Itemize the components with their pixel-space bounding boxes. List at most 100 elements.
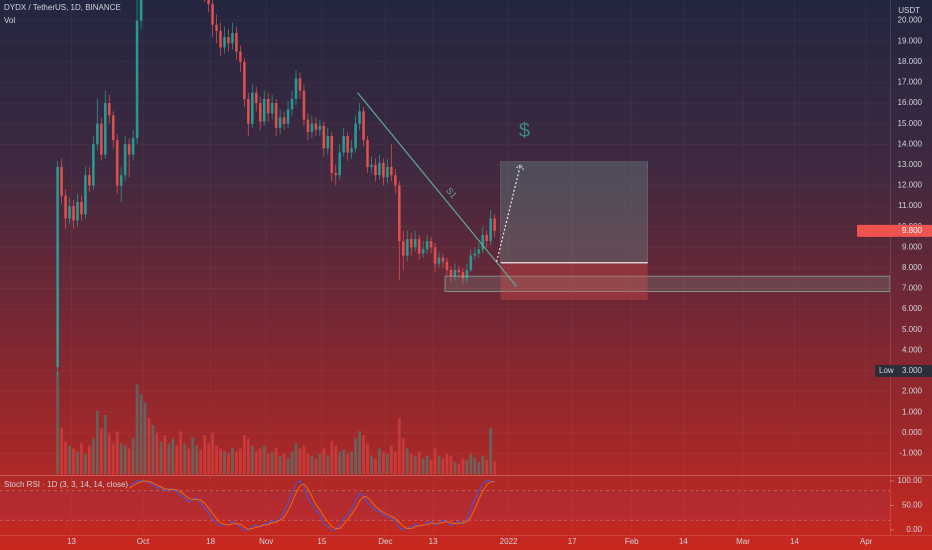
candle-body [326,136,330,149]
grid [0,0,890,535]
volume-bar [159,441,163,474]
volume-bar [469,453,473,474]
volume-bar [393,451,397,474]
candle-body [358,111,361,124]
position-target [500,161,648,264]
volume-bar [250,445,254,474]
y-tick-label: 2.000 [902,387,923,396]
y-tick-label: 14.000 [898,139,923,148]
candle-body [278,117,282,128]
volume-bar [290,451,294,474]
volume-bar [334,445,338,474]
volume-bar [64,441,67,474]
candle-body [445,261,449,270]
candle-body [231,32,234,44]
candle-body [302,90,306,120]
candle-body [262,98,266,122]
y-tick-label: 7.000 [902,284,923,293]
volume-bar [95,410,99,474]
y-tick-label: 12.000 [898,181,923,190]
x-tick-label: 2022 [500,537,518,546]
y-tick-label: 6.000 [902,304,923,313]
volume-bar [223,451,226,474]
volume-bar [366,443,369,474]
volume-bar [103,414,107,474]
x-tick-label: 14 [790,537,799,546]
candle-body [243,61,246,99]
candle-body [394,175,397,186]
candle-body [135,20,139,139]
volume-bar [429,459,433,474]
candle-body [485,234,489,242]
volume-bar [235,451,238,474]
volume-bar [453,461,457,474]
x-tick-label: Mar [736,537,750,546]
arrow-head [516,164,524,171]
volume-bar [350,451,354,474]
candle-body [207,0,210,5]
arrow [496,164,522,262]
candle-body [235,32,238,52]
candle-body [60,166,63,196]
candle-body [457,269,461,273]
candle-body [250,92,254,124]
volume-bar [354,438,357,474]
low-tag-label: 3.000 [902,366,923,375]
volume-bar [135,384,139,474]
volume-bar [76,451,79,474]
candle-body [429,241,433,248]
volume-bar [163,435,167,474]
volume-bar [80,443,83,474]
candle-body [123,144,127,176]
y-tick-label: 8.000 [902,263,923,272]
x-tick-label: Nov [259,537,273,546]
candle-body [453,269,457,277]
y-tick-label: 18.000 [898,57,923,66]
y-tick-label: 13.000 [898,160,923,169]
volume-bar [123,445,127,474]
candle-body [219,30,222,48]
volume-bar [401,438,405,474]
y-tick-label: 9.000 [902,242,923,251]
candle-body [254,92,258,104]
volume-bar [282,453,286,474]
volume-bar [99,428,103,474]
note: $ [519,120,530,142]
volume-bar [215,445,218,474]
volume-bar [489,428,493,474]
x-tick-label: Apr [860,537,873,546]
candle-body [68,206,71,219]
volume-bar [167,443,171,474]
y-tick-label: 1.000 [902,407,923,416]
candle-body [409,239,413,248]
volume-bar [266,453,270,474]
volume-bar [370,455,373,474]
stoch-title: Stoch RSI · 1D (3, 3, 14, 14, close) [4,480,128,489]
candle-body [354,123,357,149]
volume-bar [314,458,318,474]
candle-body [378,162,381,176]
volume-bar [175,445,179,474]
x-tick-label: 13 [429,537,438,546]
price-tag [857,224,932,237]
y-tick-label: 11.000 [898,201,922,210]
volume-bar [127,448,131,474]
candle-body [127,144,131,155]
x-tick-label: 13 [67,537,76,546]
candle-body [100,123,103,155]
candle-body [318,125,322,130]
volume-bar [417,451,421,474]
volume-bar [330,441,334,474]
candle-body [139,0,143,21]
position-stop [500,262,648,300]
candle-body [334,173,338,176]
chart-title: DYDX / TetherUS, 1D, BINANCE [4,3,121,12]
volume-bar [397,417,401,474]
y-tick-label: -1.000 [899,449,922,458]
volume-bar [60,428,63,474]
volume-bar [219,448,222,474]
volume-bar [441,458,445,474]
candle-body [489,218,493,242]
volume-bar [211,433,214,474]
